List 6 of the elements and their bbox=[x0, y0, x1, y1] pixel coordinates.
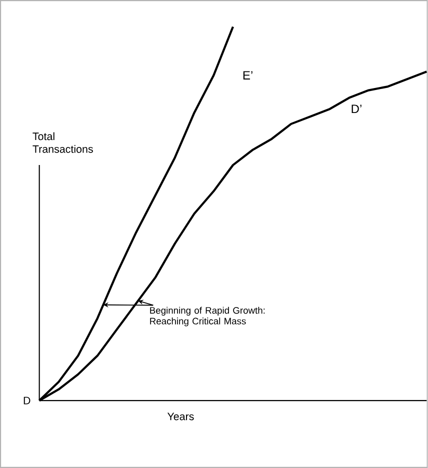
x-axis-title: Years bbox=[168, 412, 194, 420]
text: D bbox=[24, 396, 30, 404]
y-axis-title: Total Transactions bbox=[32, 132, 93, 153]
annotation: Beginning of Rapid Growth: Reaching Critical Mass bbox=[150, 306, 265, 326]
series-label: D’ bbox=[352, 104, 362, 114]
text: E’ bbox=[243, 71, 252, 80]
